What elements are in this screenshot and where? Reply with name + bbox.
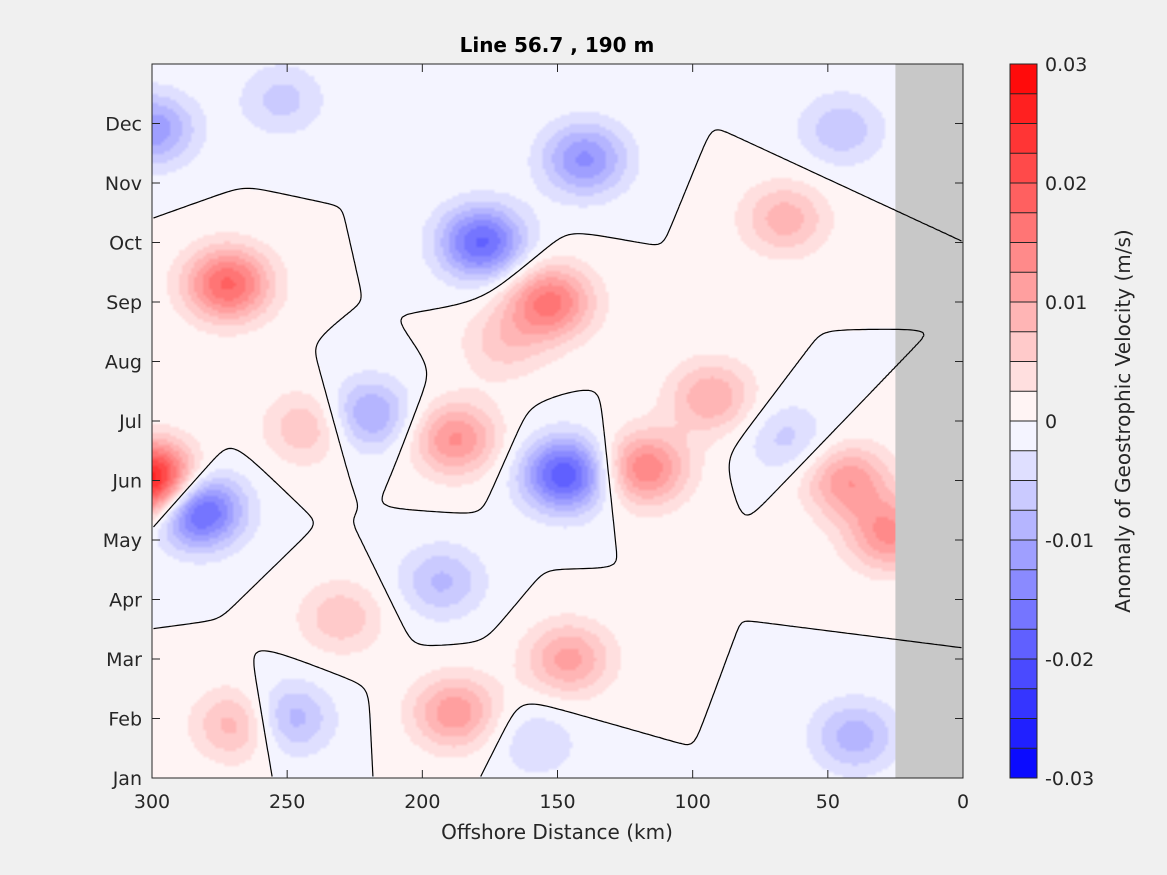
- y-tick-label: Mar: [106, 649, 142, 671]
- colorbar-segment: [1010, 629, 1037, 660]
- y-tick-label: Jun: [111, 471, 142, 493]
- x-tick-label: 150: [539, 791, 575, 813]
- colorbar-tick-label: -0.03: [1045, 768, 1094, 790]
- x-tick-label: 300: [134, 791, 170, 813]
- colorbar-segment: [1010, 331, 1037, 362]
- colorbar-segment: [1010, 64, 1037, 95]
- colorbar-segment: [1010, 242, 1037, 273]
- y-tick-label: Apr: [109, 590, 142, 612]
- colorbar-segment: [1010, 212, 1037, 243]
- colorbar-segment: [1010, 599, 1037, 630]
- y-tick-label: Nov: [105, 173, 142, 195]
- no-data-region: [895, 64, 963, 778]
- x-tick-label: 0: [957, 791, 969, 813]
- colorbar-segment: [1010, 421, 1037, 452]
- y-axis: Jan Feb Mar Apr May Jun Jul Aug Sep Oct Nov Dec: [103, 114, 963, 790]
- x-axis-label: Offshore Distance (km): [441, 820, 673, 844]
- colorbar-segment: [1010, 123, 1037, 154]
- x-tick-label: 100: [675, 791, 711, 813]
- y-tick-label: Jan: [112, 768, 142, 790]
- colorbar-segment: [1010, 510, 1037, 541]
- colorbar-segment: [1010, 540, 1037, 571]
- colorbar-segment: [1010, 718, 1037, 749]
- colorbar-tick-label: -0.02: [1045, 649, 1094, 671]
- y-tick-label: Oct: [109, 233, 142, 255]
- colorbar-tick-label: 0.01: [1045, 292, 1087, 314]
- colorbar-label: Anomaly of Geostrophic Velocity (m/s): [1111, 229, 1135, 612]
- colorbar-segment: [1010, 391, 1037, 422]
- x-tick-label: 250: [269, 791, 305, 813]
- colorbar-segment: [1010, 569, 1037, 600]
- colorbar-segment: [1010, 183, 1037, 214]
- colorbar-segment: [1010, 272, 1037, 303]
- x-tick-label: 200: [404, 791, 440, 813]
- colorbar-tick-label: 0.02: [1045, 173, 1087, 195]
- colorbar-segment: [1010, 302, 1037, 333]
- colorbar-segment: [1010, 659, 1037, 690]
- colorbar-tick-label: 0: [1045, 411, 1057, 433]
- colorbar-tick-label: -0.01: [1045, 530, 1094, 552]
- colorbar-segment: [1010, 480, 1037, 511]
- colorbar: 0.03 0.02 0.01 0 -0.01 -0.02 -0.03: [1009, 54, 1094, 790]
- y-tick-label: Jul: [118, 411, 142, 433]
- colorbar-segment: [1010, 450, 1037, 481]
- colorbar-frame: [1009, 63, 1038, 779]
- zero-contour-lines: [153, 129, 962, 777]
- chart-title: Line 56.7 , 190 m: [460, 33, 655, 57]
- x-axis: 300 250 200 150 100 50 0: [134, 64, 969, 813]
- y-tick-label: Dec: [105, 114, 142, 136]
- zero-contour-path: [153, 129, 962, 777]
- x-tick-label: 50: [816, 791, 840, 813]
- contour-fill: [152, 64, 963, 778]
- colorbar-segment: [1010, 153, 1037, 184]
- colorbar-segment: [1010, 93, 1037, 124]
- colorbar-segment: [1010, 688, 1037, 719]
- colorbar-segment: [1010, 748, 1037, 779]
- y-tick-label: Sep: [106, 292, 142, 314]
- y-tick-label: Aug: [105, 352, 142, 374]
- colorbar-tick-label: 0.03: [1045, 54, 1087, 76]
- y-tick-label: May: [103, 530, 142, 552]
- y-tick-label: Feb: [108, 709, 142, 731]
- colorbar-segment: [1010, 361, 1037, 392]
